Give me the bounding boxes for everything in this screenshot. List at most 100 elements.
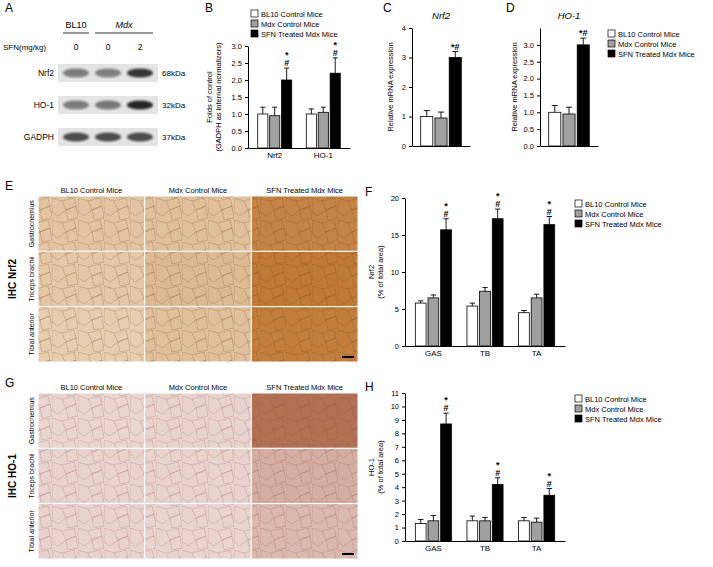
y-tick-label: 2 <box>395 510 399 519</box>
error-bar <box>309 109 314 114</box>
bar <box>318 112 328 148</box>
y-tick-mark <box>402 487 405 488</box>
ihc-image <box>251 504 358 559</box>
ihc-texture <box>252 449 358 503</box>
y-tick: 1.5 <box>524 91 540 100</box>
blot-band <box>127 133 153 142</box>
y-tick: 7 <box>395 443 405 452</box>
y-axis-line <box>248 47 249 149</box>
significance-mark: # <box>547 207 552 217</box>
y-tick: 1 <box>395 523 405 532</box>
y-tick: 4 <box>402 24 412 33</box>
y-tick-mark <box>537 95 540 96</box>
x-tick: HO-1 <box>314 148 334 160</box>
y-tick-mark <box>245 80 248 81</box>
chart: CNrf2Relative mRNA expression01234*# <box>383 1 471 151</box>
chart: HHO-1(% of total area)01234567891011GAST… <box>365 380 662 553</box>
y-tick-mark <box>245 97 248 98</box>
y-tick-label: 3 <box>402 53 406 62</box>
y-tick-mark <box>402 501 405 502</box>
y-tick: 20 <box>391 194 405 203</box>
x-tick-label: TA <box>532 349 542 358</box>
bar <box>415 524 426 541</box>
bar <box>421 117 433 147</box>
annotations: *# <box>579 28 588 38</box>
dose-label: 0 <box>106 42 111 52</box>
y-tick-mark <box>402 235 405 236</box>
legend-label: Mdx Control Mice <box>261 20 319 29</box>
bar <box>492 484 503 541</box>
y-axis-title: (% of total area) <box>376 440 385 494</box>
y-axis-line <box>540 29 541 147</box>
y-tick-mark <box>402 460 405 461</box>
y-tick-label: 0.5 <box>524 125 534 134</box>
ihc-texture <box>145 307 251 361</box>
legend-label: BL10 Control Mice <box>261 10 323 19</box>
ihc-texture <box>252 394 358 448</box>
blot-band <box>63 69 89 78</box>
y-tick: 2 <box>395 510 405 519</box>
x-axis-line <box>413 146 471 147</box>
error-bar <box>333 58 338 73</box>
ihc-image <box>251 196 358 251</box>
y-tick-label: 1.5 <box>232 93 242 102</box>
y-tick: 0 <box>402 142 412 151</box>
bar <box>441 424 452 541</box>
y-tick-label: 20 <box>391 194 399 203</box>
dose-label: 2 <box>138 42 143 52</box>
legend: BL10 Control MiceMdx Control MiceSFN Tre… <box>251 10 338 39</box>
legend-swatch <box>575 405 582 412</box>
chart: BFolds of control(GADPH as internal norm… <box>205 1 351 160</box>
ihc-panel: EIHC Nrf2BL10 Control MiceMdx Control Mi… <box>5 179 358 362</box>
bar <box>519 313 530 346</box>
y-tick-label: 15 <box>391 231 399 240</box>
ihc-texture <box>145 197 251 251</box>
legend-label: SFN Treated Mdx Mice <box>261 30 338 39</box>
legend-swatch <box>251 10 258 17</box>
significance-mark: *# <box>579 28 588 38</box>
y-tick-mark <box>402 433 405 434</box>
error-bar <box>452 52 458 58</box>
side-label: IHC HO-1 <box>7 454 18 498</box>
y-tick-label: 1 <box>402 112 406 121</box>
bar <box>549 112 561 146</box>
legend-label: BL10 Control Mice <box>585 200 647 209</box>
x-tick: TB <box>480 346 490 358</box>
y-axis: 0 1 2 3 4 <box>402 24 413 151</box>
ihc-texture <box>145 449 251 503</box>
y-tick-label: 2.5 <box>524 58 534 67</box>
y-tick-label: 3.0 <box>524 41 534 50</box>
row-label: Tibial anterior <box>28 313 35 356</box>
legend-swatch <box>575 220 582 227</box>
x-tick: GAS <box>425 541 442 553</box>
ihc-image <box>38 504 145 559</box>
bar <box>480 291 491 346</box>
ihc-image <box>251 448 358 503</box>
y-tick-mark <box>537 79 540 80</box>
y-tick: 2.0 <box>524 74 540 83</box>
significance-mark: # <box>495 199 500 209</box>
bar <box>306 114 316 148</box>
y-tick-label: 2.0 <box>232 76 242 85</box>
y-tick: 10 <box>391 268 405 277</box>
group-line <box>63 33 89 34</box>
y-tick-label: 2 <box>402 83 406 92</box>
annotations: *#*#*# <box>444 395 552 488</box>
error-bar <box>547 489 552 496</box>
y-tick-label: 9 <box>395 416 399 425</box>
chart-title: Nrf2 <box>432 10 451 21</box>
y-tick: 10 <box>391 402 405 411</box>
column-header: Mdx Control Mice <box>169 383 227 392</box>
ihc-image <box>38 251 145 306</box>
error-bar <box>424 111 430 117</box>
y-tick: 1.5 <box>232 93 248 102</box>
error-bar <box>482 288 487 292</box>
bar <box>544 495 555 541</box>
error-bar <box>431 295 436 298</box>
error-bar <box>438 112 444 118</box>
group-label: Mdx <box>115 20 133 30</box>
y-axis-title: (% of total area) <box>376 245 385 299</box>
error-bar <box>566 107 572 114</box>
y-tick: 5 <box>395 305 405 314</box>
ihc-texture <box>145 504 251 558</box>
